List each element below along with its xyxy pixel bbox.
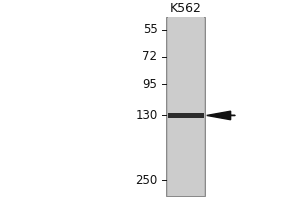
Text: 250: 250 <box>135 174 158 187</box>
Text: 130: 130 <box>135 109 158 122</box>
Bar <box>168 113 204 118</box>
Text: 55: 55 <box>143 23 158 36</box>
FancyArrow shape <box>207 111 235 120</box>
Text: 72: 72 <box>142 50 158 63</box>
Text: K562: K562 <box>170 2 202 15</box>
Text: 95: 95 <box>142 78 158 91</box>
Bar <box>168 17 204 196</box>
Bar <box>167 17 205 196</box>
